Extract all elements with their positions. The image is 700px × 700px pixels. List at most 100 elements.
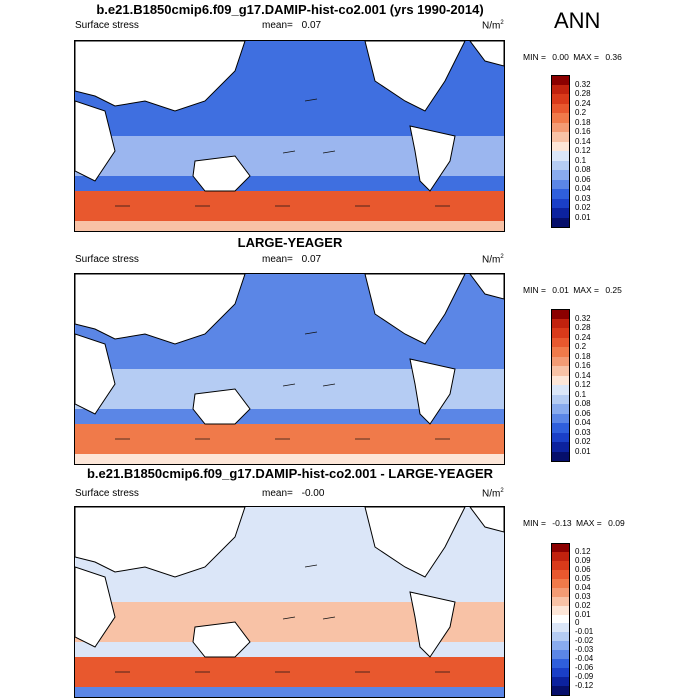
season-label: ANN bbox=[554, 8, 601, 33]
colorbar-swatch bbox=[551, 356, 570, 366]
units-exponent: 2 bbox=[500, 20, 504, 26]
colorbar-swatch bbox=[551, 132, 570, 142]
colorbar-swatch bbox=[551, 394, 570, 404]
greenland-land bbox=[469, 507, 504, 533]
colorbar-label: 0.02 bbox=[575, 203, 591, 212]
colorbar-label: 0.08 bbox=[575, 165, 591, 174]
colorbar-label: 0.32 bbox=[575, 313, 591, 323]
map-plot bbox=[74, 273, 505, 465]
colorbar-swatch bbox=[551, 442, 570, 452]
colorbar-label: 0.14 bbox=[575, 370, 591, 380]
variable-label: Surface stress bbox=[75, 254, 139, 265]
min-max-readout: MIN = -0.13 MAX = 0.09 bbox=[523, 518, 625, 528]
eurasia-land bbox=[75, 41, 246, 112]
antarctic-band bbox=[75, 687, 504, 697]
min-max-readout: MIN = 0.01 MAX = 0.25 bbox=[523, 285, 622, 295]
colorbar-label: 0.04 bbox=[575, 582, 591, 592]
max-label: MAX = bbox=[573, 52, 599, 62]
mean-label: mean= bbox=[262, 488, 293, 499]
colorbar-label: 0.12 bbox=[575, 546, 591, 556]
antarctic-band bbox=[75, 221, 504, 231]
colorbar-swatch bbox=[551, 309, 570, 320]
land-masses bbox=[75, 507, 504, 658]
colorbar-label: 0.14 bbox=[575, 136, 591, 146]
colorbar-label: 0.16 bbox=[575, 361, 591, 370]
mean-value: -0.00 bbox=[301, 488, 325, 499]
mean-label: mean= bbox=[262, 254, 293, 265]
colorbar-swatch bbox=[551, 122, 570, 132]
colorbar-label: 0.18 bbox=[575, 117, 591, 127]
colorbar-label: 0.06 bbox=[575, 174, 591, 184]
colorbar-swatch bbox=[551, 632, 570, 642]
units-label: N/m2 bbox=[482, 488, 504, 499]
colorbar-swatch bbox=[551, 75, 570, 86]
units-label: N/m2 bbox=[482, 20, 504, 31]
colorbar-label: 0.18 bbox=[575, 351, 591, 361]
units-exponent: 2 bbox=[500, 488, 504, 494]
wind-arrow bbox=[322, 383, 336, 387]
colorbar-swatch bbox=[551, 404, 570, 414]
units-text: N/m bbox=[482, 488, 501, 500]
colorbar-label: 0.05 bbox=[575, 573, 591, 583]
colorbar: 0.32 0.28 0.24 0.2 0.18 0.16 0.14 0.12 0.1 0.08 0.… bbox=[551, 309, 631, 462]
colorbar-swatch bbox=[551, 668, 570, 678]
south-america-land bbox=[409, 591, 456, 658]
map-svg bbox=[75, 41, 504, 231]
max-value: 0.25 bbox=[605, 285, 622, 295]
colorbar-label: 0.28 bbox=[575, 89, 591, 98]
colorbar-swatch bbox=[551, 170, 570, 180]
colorbar-swatch bbox=[551, 578, 570, 588]
colorbar-label: -0.02 bbox=[575, 636, 594, 646]
land-masses bbox=[75, 274, 504, 425]
colorbar-swatch bbox=[551, 686, 570, 696]
max-value: 0.36 bbox=[605, 52, 622, 62]
colorbar-label: 0.08 bbox=[575, 399, 591, 408]
mean-readout: mean= -0.00 bbox=[262, 488, 324, 499]
land-masses bbox=[75, 41, 504, 192]
colorbar-swatch bbox=[551, 337, 570, 347]
antarctic-band bbox=[75, 454, 504, 464]
australia-land bbox=[192, 155, 251, 192]
colorbar-label: -0.12 bbox=[575, 681, 594, 691]
eurasia-land bbox=[75, 507, 246, 578]
colorbar-label: 0.1 bbox=[575, 155, 587, 165]
mean-readout: mean= 0.07 bbox=[262, 20, 321, 31]
map-plot bbox=[74, 40, 505, 232]
colorbar-swatch bbox=[551, 347, 570, 357]
colorbar-swatch bbox=[551, 543, 570, 553]
colorbar-swatch bbox=[551, 375, 570, 385]
colorbar-swatch bbox=[551, 198, 570, 208]
units-text: N/m bbox=[482, 254, 501, 266]
wind-arrow bbox=[322, 616, 336, 620]
colorbar-label: 0.2 bbox=[575, 342, 587, 351]
africa-land bbox=[75, 566, 116, 648]
colorbar: 0.12 0.09 0.06 0.05 0.04 0.03 0.02 0.01 0 -0.01 -0… bbox=[551, 543, 631, 696]
colorbar-label: 0.12 bbox=[575, 380, 591, 389]
colorbar-label: 0.32 bbox=[575, 79, 591, 89]
colorbar-label: 0.24 bbox=[575, 98, 591, 108]
colorbar-label: 0.24 bbox=[575, 332, 591, 342]
colorbar-swatch bbox=[551, 560, 570, 570]
south-america-land bbox=[409, 125, 456, 192]
australia-land bbox=[192, 621, 251, 658]
colorbar-label: -0.03 bbox=[575, 645, 594, 655]
south-america-land bbox=[409, 358, 456, 425]
colorbar: 0.32 0.28 0.24 0.2 0.18 0.16 0.14 0.12 0.1 0.08 0.… bbox=[551, 75, 631, 228]
colorbar-label: -0.01 bbox=[575, 627, 594, 637]
colorbar-label: 0.01 bbox=[575, 609, 591, 619]
australia-land bbox=[192, 388, 251, 425]
colorbar-label: 0.09 bbox=[575, 555, 591, 565]
wind-arrow bbox=[304, 98, 318, 102]
min-label: MIN = bbox=[523, 52, 546, 62]
colorbar-label: 0.06 bbox=[575, 408, 591, 418]
wind-vectors bbox=[115, 564, 450, 673]
colorbar-swatch bbox=[551, 113, 570, 123]
wind-vectors bbox=[115, 331, 450, 440]
colorbar-label: 0.04 bbox=[575, 418, 591, 427]
max-label: MAX = bbox=[573, 285, 599, 295]
min-value: 0.01 bbox=[552, 285, 569, 295]
colorbar-swatch bbox=[551, 605, 570, 615]
north-america-land bbox=[364, 41, 466, 112]
wind-arrow bbox=[282, 616, 296, 620]
units-text: N/m bbox=[482, 20, 501, 32]
